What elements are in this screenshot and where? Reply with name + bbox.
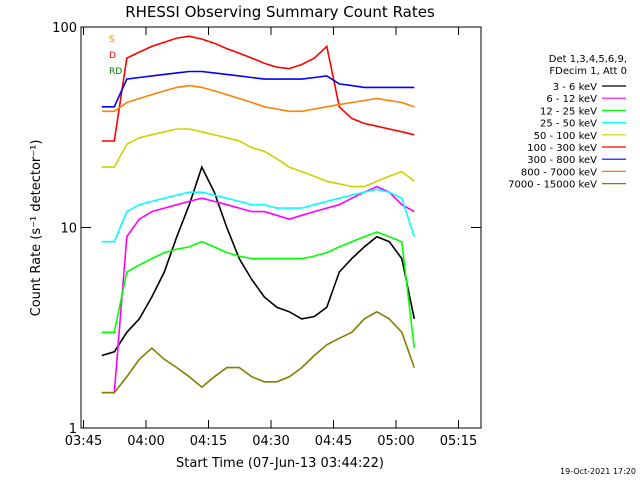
legend-header-1: FDecim 1, Att 0 [549, 66, 627, 77]
legend-label-2: 12 - 25 keV [540, 106, 597, 117]
legend-label-6: 300 - 800 keV [527, 155, 597, 166]
series-line-7 [101, 84, 415, 113]
flag-labels: SD RD [109, 35, 122, 77]
plot-frame [80, 26, 482, 429]
footer-date: 19-Oct-2021 17:20 [560, 467, 636, 476]
y-tick-label-2: 100 [52, 21, 77, 36]
legend-label-7: 800 - 7000 keV [521, 167, 597, 178]
x-tick-label-2: 04:15 [190, 434, 227, 449]
legend-label-5: 100 - 300 keV [527, 143, 597, 154]
series-line-6 [101, 70, 415, 108]
flag-label-2: RD [109, 67, 122, 77]
series-line-4 [101, 128, 415, 188]
y-axis-label: Count Rate (s⁻¹ detector⁻¹) [29, 140, 44, 317]
legend-label-0: 3 - 6 keV [553, 82, 597, 93]
flag-label-0: S [109, 35, 115, 45]
legend-label-8: 7000 - 15000 keV [508, 180, 597, 191]
x-tick-label-1: 04:00 [127, 434, 164, 449]
x-tick-label-4: 04:45 [315, 434, 352, 449]
series-line-5 [101, 35, 415, 142]
series-line-8 [101, 310, 416, 394]
plot-area [101, 35, 416, 394]
x-tick-label-3: 04:30 [252, 434, 289, 449]
series-line-0 [101, 165, 416, 357]
x-tick-label-5: 05:00 [377, 434, 414, 449]
series-line-2 [101, 231, 416, 349]
x-axis-ticks: 03:45 04:00 04:15 04:30 04:45 05:00 05:15 [65, 27, 477, 449]
legend-header-0: Det 1,3,4,5,6,9, [549, 54, 627, 65]
y-axis-ticks: 1 10 100 [52, 21, 481, 437]
legend: Det 1,3,4,5,6,9,FDecim 1, Att 0 3 - 6 keV… [508, 54, 627, 191]
legend-label-4: 50 - 100 keV [534, 131, 598, 142]
series-line-3 [101, 188, 416, 243]
x-tick-label-0: 03:45 [65, 434, 102, 449]
y-tick-label-1: 10 [60, 222, 77, 237]
flag-label-1: D [109, 51, 116, 61]
x-axis-label: Start Time (07-Jun-13 03:44:22) [176, 456, 384, 471]
legend-label-1: 6 - 12 keV [546, 94, 597, 105]
y-tick-label-0: 1 [69, 422, 77, 437]
chart-title: RHESSI Observing Summary Count Rates [125, 3, 435, 21]
x-tick-label-6: 05:15 [440, 434, 477, 449]
legend-label-3: 25 - 50 keV [540, 119, 597, 130]
